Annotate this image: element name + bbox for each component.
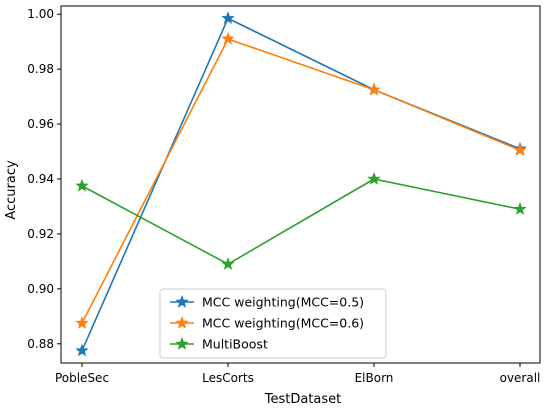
x-tick-label: ElBorn [355, 371, 394, 385]
data-point-star [367, 82, 381, 96]
series-line [81, 178, 521, 266]
x-tick-label: overall [500, 371, 541, 385]
plot-frame [60, 5, 541, 364]
series-2 [75, 171, 527, 270]
legend-label: MCC weighting(MCC=0.5) [202, 295, 364, 310]
x-tick-label: LesCorts [202, 371, 254, 385]
data-point-star [513, 143, 527, 156]
series-1 [75, 31, 527, 329]
data-point-star [75, 178, 89, 192]
data-point-star [367, 171, 381, 185]
legend-marker-star [175, 294, 189, 308]
x-axis: PobleSec LesCorts ElBorn overall [55, 363, 540, 385]
series-line [81, 37, 521, 324]
y-tick-label: 0.96 [27, 117, 54, 131]
data-point-star [75, 316, 89, 329]
y-tick-label: 1.00 [27, 7, 54, 21]
plot-border [60, 5, 541, 364]
y-tick-label: 0.98 [27, 62, 54, 76]
data-point-star [221, 257, 235, 270]
data-point-star [221, 31, 235, 45]
series-layer [75, 11, 527, 357]
x-axis-label: TestDataset [264, 392, 342, 407]
legend-marker-star [175, 315, 189, 329]
legend: MCC weighting(MCC=0.5) MCC weighting(MCC=… [159, 288, 387, 359]
y-tick-label: 0.90 [27, 282, 54, 296]
data-point-star [75, 343, 89, 357]
y-tick-label: 0.94 [27, 172, 54, 186]
y-axis: 0.88 0.90 0.92 0.94 0.96 0.98 1.00 [27, 7, 61, 351]
data-point-star [513, 202, 527, 215]
legend-label: MCC weighting(MCC=0.6) [202, 316, 364, 331]
y-tick-label: 0.92 [27, 227, 54, 241]
x-tick-label: PobleSec [55, 371, 109, 385]
data-point-star [221, 11, 235, 25]
legend-box [159, 288, 387, 359]
y-axis-label: Accuracy [4, 160, 19, 220]
legend-label: MultiBoost [202, 337, 268, 352]
y-tick-label: 0.88 [27, 337, 54, 351]
legend-marker-star [175, 336, 189, 350]
